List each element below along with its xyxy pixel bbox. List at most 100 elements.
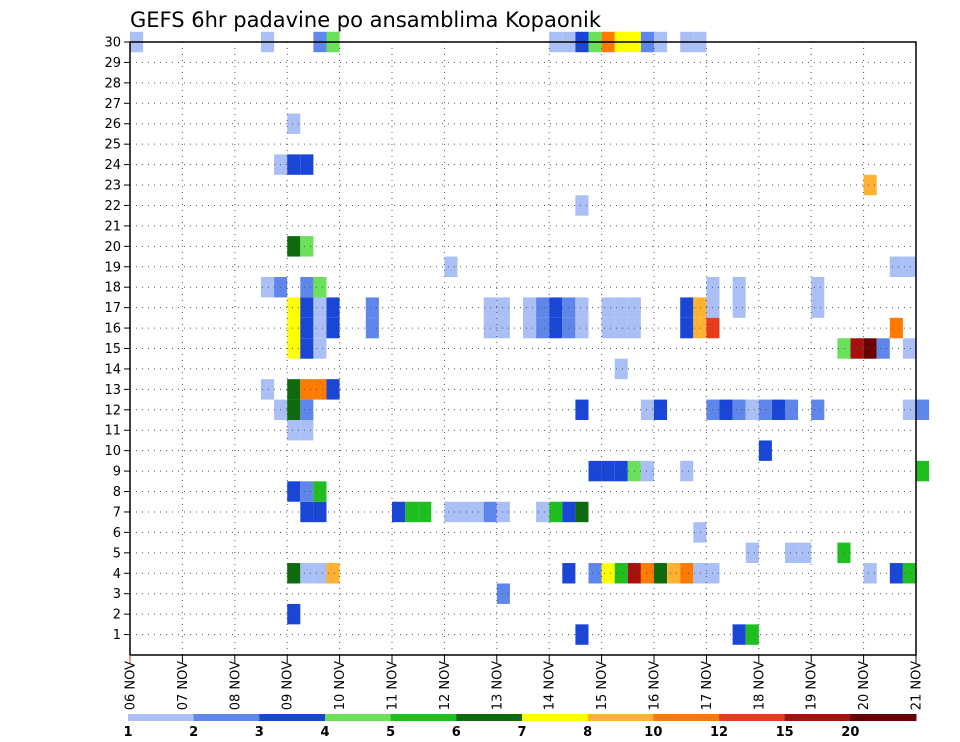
heatmap-cell xyxy=(863,563,877,584)
x-tick-label: 11 NOV xyxy=(386,661,401,710)
y-tick-label: 7 xyxy=(113,505,121,520)
heatmap-cell xyxy=(496,297,510,318)
heatmap-cell xyxy=(889,563,903,584)
heatmap-cell xyxy=(601,460,615,482)
y-tick-label: 8 xyxy=(113,485,121,500)
legend-label: 6 xyxy=(452,725,461,740)
heatmap-cell xyxy=(300,297,314,318)
legend-swatch xyxy=(587,714,654,721)
chart-title: GEFS 6hr padavine po ansamblima Kopaonik xyxy=(130,8,602,32)
heatmap-cell xyxy=(811,276,825,298)
heatmap-cell xyxy=(680,317,694,339)
x-tick-label: 08 NOV xyxy=(228,661,243,710)
x-tick-label: 19 NOV xyxy=(805,661,820,710)
heatmap-cell xyxy=(732,624,746,645)
heatmap-cell xyxy=(300,317,314,339)
heatmap-cell xyxy=(850,338,864,359)
legend-swatch xyxy=(719,714,786,721)
legend: 1 2 3 4 5 6 7 8 10 12 15 20 xyxy=(123,714,917,740)
legend-swatch xyxy=(522,714,589,721)
heatmap-cell xyxy=(889,317,903,339)
heatmap-cell xyxy=(614,297,628,318)
heatmap-cell xyxy=(287,563,301,584)
y-tick-label: 25 xyxy=(104,138,121,153)
heatmap-cell xyxy=(457,501,471,523)
heatmap-cell xyxy=(811,297,825,318)
heatmap-cell xyxy=(287,236,301,257)
heatmap-cell xyxy=(313,276,327,298)
y-tick-label: 23 xyxy=(104,179,121,194)
heatmap-cell xyxy=(798,542,812,564)
heatmap-cell xyxy=(523,317,537,339)
y-tick-label: 15 xyxy=(104,342,121,357)
heatmap-cell xyxy=(876,338,890,359)
heatmap-cell xyxy=(313,481,327,502)
heatmap-cell xyxy=(680,563,694,584)
heatmap-cell xyxy=(640,399,654,421)
heatmap-cell xyxy=(287,113,301,134)
heatmap-cell xyxy=(745,624,759,645)
legend-swatch xyxy=(850,714,917,721)
legend-swatch xyxy=(653,714,720,721)
legend-swatch xyxy=(456,714,523,721)
heatmap-cell xyxy=(614,358,628,380)
y-tick-label: 5 xyxy=(113,546,121,561)
y-tick-label: 14 xyxy=(104,362,121,377)
heatmap-cell xyxy=(719,399,733,421)
legend-label: 8 xyxy=(583,725,592,740)
heatmap-cell xyxy=(732,276,746,298)
heatmap-cell xyxy=(916,399,930,421)
x-tick-label: 20 NOV xyxy=(857,661,872,710)
y-tick-label: 10 xyxy=(104,444,121,459)
x-tick-label: 09 NOV xyxy=(281,661,296,710)
heatmap-cell xyxy=(575,297,589,318)
heatmap-cell xyxy=(523,297,537,318)
x-tick-label: 16 NOV xyxy=(648,661,663,710)
heatmap-cell xyxy=(654,399,668,421)
heatmap-cell xyxy=(326,317,340,339)
heatmap-cell xyxy=(549,297,563,318)
heatmap-cell xyxy=(313,501,327,523)
x-tick-label: 15 NOV xyxy=(595,661,610,710)
y-tick-label: 6 xyxy=(113,526,121,541)
heatmap-cell xyxy=(496,317,510,339)
y-tick-label: 1 xyxy=(113,628,121,643)
heatmap-cell xyxy=(300,154,314,175)
x-tick-label: 13 NOV xyxy=(490,661,505,710)
legend-label: 5 xyxy=(386,725,395,740)
legend-label: 15 xyxy=(776,725,794,740)
heatmap-cell xyxy=(785,399,799,421)
heatmap-cell xyxy=(536,317,550,339)
x-tick-label: 10 NOV xyxy=(333,661,348,710)
heatmap-cell xyxy=(902,563,916,584)
x-axis: 06 NOV 07 NOV 08 NOV 09 NOV 10 NOV 11 NOV 12 N… xyxy=(124,655,925,710)
heatmap-cell xyxy=(745,399,759,421)
legend-swatch xyxy=(325,714,392,721)
x-tick-label: 18 NOV xyxy=(752,661,767,710)
heatmap-cell xyxy=(287,154,301,175)
heatmap-cell xyxy=(902,256,916,277)
y-axis: 1234567891011121314151617181920212223242… xyxy=(104,36,130,643)
heatmap-cell xyxy=(287,420,301,441)
legend-label: 3 xyxy=(255,725,264,740)
y-tick-label: 16 xyxy=(104,322,121,337)
y-tick-label: 22 xyxy=(104,199,121,214)
y-tick-label: 13 xyxy=(104,383,121,398)
legend-swatch xyxy=(259,714,326,721)
y-tick-label: 17 xyxy=(104,301,121,316)
heatmap-cell xyxy=(588,563,602,584)
heatmap-cell xyxy=(732,297,746,318)
y-tick-label: 11 xyxy=(104,424,121,439)
y-tick-label: 2 xyxy=(113,608,121,623)
y-tick-label: 20 xyxy=(104,240,121,255)
heatmap-cell xyxy=(863,338,877,359)
y-tick-label: 26 xyxy=(104,117,121,132)
heatmap-cell xyxy=(614,563,628,584)
heatmap-cell xyxy=(575,501,589,523)
heatmap-cell xyxy=(300,379,314,400)
heatmap-cell xyxy=(693,297,707,318)
legend-label: 2 xyxy=(189,725,198,740)
heatmap-cell xyxy=(536,501,550,523)
heatmap-cell xyxy=(732,399,746,421)
heatmap-cell xyxy=(300,481,314,502)
